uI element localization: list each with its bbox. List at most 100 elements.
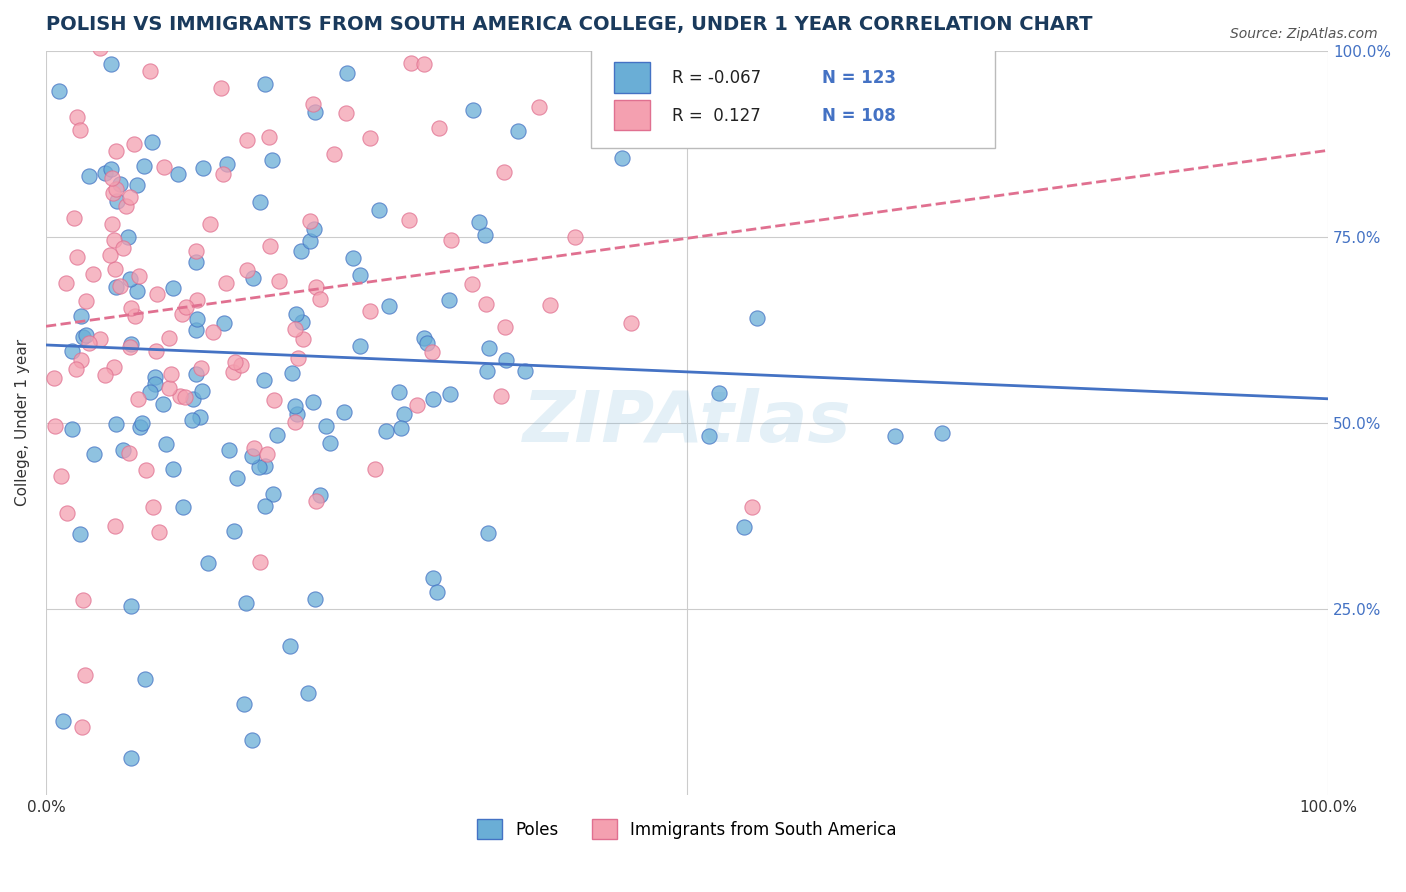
Immigrants from South America xyxy=(152,160,174,174)
Text: R =  0.127: R = 0.127 xyxy=(672,106,761,125)
Poles xyxy=(253,499,276,513)
Immigrants from South America xyxy=(55,507,77,521)
Poles xyxy=(100,57,122,71)
Poles xyxy=(883,429,905,443)
Poles xyxy=(233,697,256,711)
Immigrants from South America xyxy=(269,274,291,288)
Text: R = -0.067: R = -0.067 xyxy=(672,70,761,87)
Poles xyxy=(184,367,207,381)
Immigrants from South America xyxy=(440,233,463,247)
Immigrants from South America xyxy=(51,469,73,483)
Poles xyxy=(143,370,166,384)
Poles xyxy=(412,331,434,345)
Immigrants from South America xyxy=(190,361,212,376)
Poles xyxy=(152,396,174,410)
Poles xyxy=(247,460,270,475)
Poles xyxy=(176,29,198,43)
Poles xyxy=(120,599,142,614)
Poles xyxy=(333,405,356,419)
Immigrants from South America xyxy=(323,146,346,161)
Poles xyxy=(60,343,83,358)
Immigrants from South America xyxy=(398,212,420,227)
Poles xyxy=(422,571,444,585)
Poles xyxy=(104,417,127,431)
Poles xyxy=(349,339,371,353)
Poles xyxy=(515,364,537,378)
Poles xyxy=(190,410,212,425)
Poles xyxy=(426,585,449,599)
Immigrants from South America xyxy=(174,390,197,404)
Immigrants from South America xyxy=(209,81,232,95)
Poles xyxy=(224,524,246,538)
Poles xyxy=(495,353,517,368)
Poles xyxy=(141,135,163,149)
Immigrants from South America xyxy=(224,355,246,369)
Immigrants from South America xyxy=(169,389,191,403)
Poles xyxy=(308,487,330,501)
Poles xyxy=(254,77,277,91)
Poles xyxy=(319,436,342,450)
Immigrants from South America xyxy=(63,211,86,225)
Text: N = 108: N = 108 xyxy=(821,106,896,125)
Immigrants from South America xyxy=(135,463,157,477)
Immigrants from South America xyxy=(305,280,328,294)
Text: Source: ZipAtlas.com: Source: ZipAtlas.com xyxy=(1230,27,1378,41)
Immigrants from South America xyxy=(104,182,127,196)
Poles xyxy=(315,418,337,433)
Immigrants from South America xyxy=(120,301,142,316)
Immigrants from South America xyxy=(184,244,207,259)
Poles xyxy=(931,425,953,440)
Immigrants from South America xyxy=(72,593,94,607)
Immigrants from South America xyxy=(110,278,132,293)
Immigrants from South America xyxy=(335,106,357,120)
Poles xyxy=(463,103,485,117)
Immigrants from South America xyxy=(148,524,170,539)
Poles xyxy=(281,366,304,380)
Poles xyxy=(117,230,139,244)
Legend: Poles, Immigrants from South America: Poles, Immigrants from South America xyxy=(471,813,904,846)
Poles xyxy=(120,336,142,351)
Immigrants from South America xyxy=(256,447,278,461)
Poles xyxy=(349,268,371,282)
Immigrants from South America xyxy=(101,186,124,200)
Immigrants from South America xyxy=(538,298,561,312)
Immigrants from South America xyxy=(101,218,124,232)
Poles xyxy=(73,29,96,43)
Immigrants from South America xyxy=(359,131,381,145)
Immigrants from South America xyxy=(198,218,221,232)
Immigrants from South America xyxy=(284,322,307,336)
Poles xyxy=(439,387,461,401)
Poles xyxy=(75,327,97,342)
Immigrants from South America xyxy=(298,214,321,228)
Immigrants from South America xyxy=(489,389,512,403)
Immigrants from South America xyxy=(66,110,89,124)
Poles xyxy=(221,29,243,43)
Immigrants from South America xyxy=(138,63,160,78)
Poles xyxy=(77,169,100,184)
Poles xyxy=(143,377,166,392)
Immigrants from South America xyxy=(263,393,285,408)
Immigrants from South America xyxy=(42,370,65,384)
Y-axis label: College, Under 1 year: College, Under 1 year xyxy=(15,339,30,507)
Immigrants from South America xyxy=(367,29,389,43)
Poles xyxy=(697,428,720,442)
Immigrants from South America xyxy=(412,57,434,71)
Immigrants from South America xyxy=(75,294,97,309)
Poles xyxy=(262,487,284,501)
Immigrants from South America xyxy=(104,144,127,158)
Poles xyxy=(186,311,208,326)
Poles xyxy=(128,419,150,434)
Immigrants from South America xyxy=(101,170,124,185)
Immigrants from South America xyxy=(77,335,100,350)
Poles xyxy=(745,311,768,326)
Poles xyxy=(138,385,160,400)
Poles xyxy=(240,733,263,747)
Poles xyxy=(235,596,257,610)
Immigrants from South America xyxy=(104,261,127,276)
Poles xyxy=(378,300,401,314)
Immigrants from South America xyxy=(564,230,586,244)
Poles xyxy=(304,105,326,120)
Immigrants from South America xyxy=(115,199,138,213)
Poles xyxy=(69,527,91,541)
Immigrants from South America xyxy=(70,720,93,734)
